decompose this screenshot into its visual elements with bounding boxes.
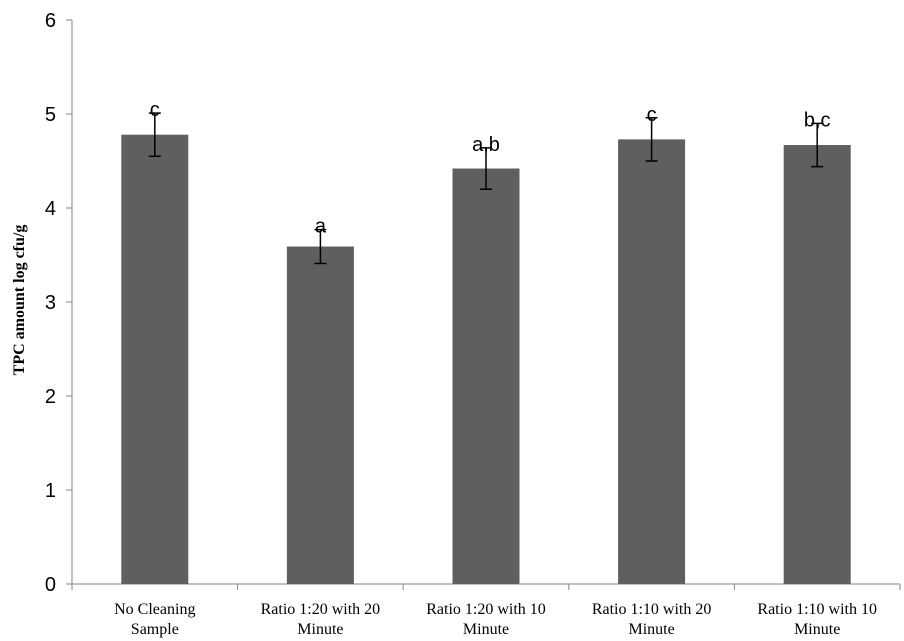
y-tick-label: 4 — [45, 198, 56, 220]
x-category-label: Ratio 1:10 with 20 — [592, 601, 712, 618]
y-tick-label: 3 — [45, 292, 56, 314]
x-category-label: Minute — [463, 621, 509, 638]
significance-label: c — [150, 99, 160, 121]
y-tick-label: 5 — [45, 104, 56, 126]
x-category-label: Ratio 1:20 with 20 — [261, 601, 381, 618]
y-tick-label: 6 — [45, 10, 56, 32]
y-tick-label: 2 — [45, 386, 56, 408]
x-category-label: Ratio 1:10 with 10 — [757, 601, 877, 618]
x-category-label: Ratio 1:20 with 10 — [426, 601, 546, 618]
bar — [452, 168, 520, 584]
bar — [618, 139, 686, 584]
x-category-label: Minute — [297, 621, 343, 638]
significance-label: a,b — [472, 134, 500, 156]
bar — [121, 134, 189, 584]
x-category-label: Minute — [628, 621, 674, 638]
x-category-label: Minute — [794, 621, 840, 638]
y-tick-label: 0 — [45, 574, 56, 596]
bar — [286, 246, 354, 585]
significance-label: a — [315, 216, 327, 238]
y-axis-title: TPC amount log cfu/g — [11, 225, 28, 376]
plot-area: 0 1 2 3 4 5 6 c No Cleaning Sample a Ratio 1:20 wit… — [45, 10, 901, 638]
bar — [783, 145, 851, 584]
significance-label: b,c — [804, 109, 831, 131]
x-category-label: Sample — [131, 621, 179, 638]
x-category-label: No Cleaning — [114, 601, 195, 618]
significance-label: c — [647, 104, 657, 126]
y-tick-label: 1 — [45, 480, 56, 502]
